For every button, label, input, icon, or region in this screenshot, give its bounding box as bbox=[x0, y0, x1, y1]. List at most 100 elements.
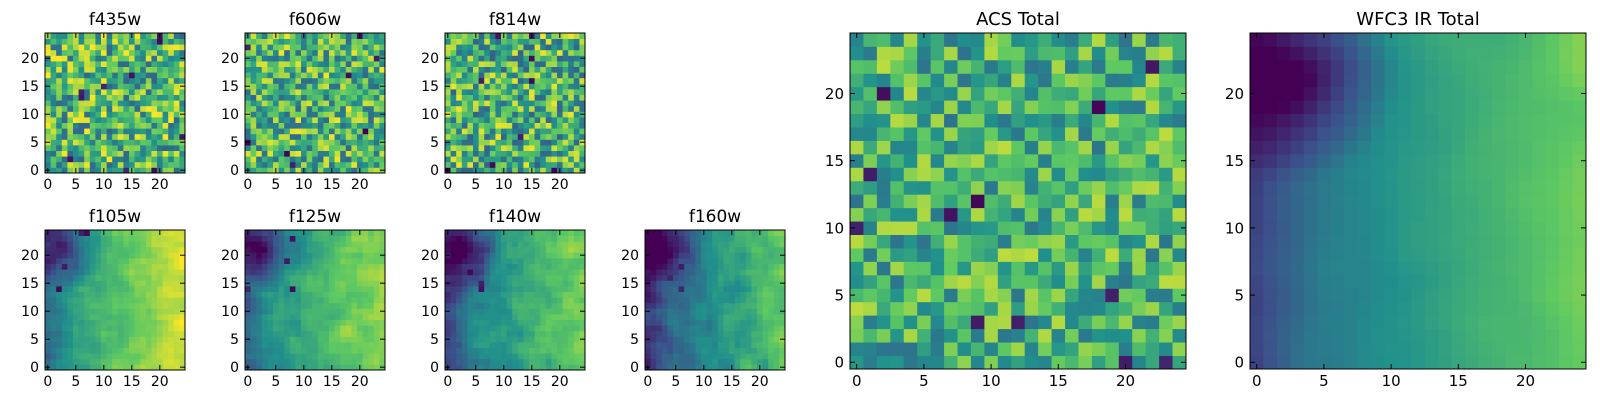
heatmap-cell bbox=[467, 100, 473, 106]
heatmap-cell bbox=[67, 280, 73, 286]
heatmap-cell bbox=[1119, 235, 1133, 249]
heatmap-cell bbox=[507, 156, 513, 162]
heatmap-cell bbox=[168, 264, 174, 270]
heatmap-cell bbox=[312, 78, 318, 84]
heatmap-cell bbox=[557, 331, 563, 337]
heatmap-cell bbox=[273, 72, 279, 78]
heatmap-cell bbox=[944, 248, 958, 262]
heatmap-cell bbox=[284, 303, 290, 309]
heatmap-cell bbox=[262, 117, 268, 123]
heatmap-cell bbox=[479, 241, 485, 247]
heatmap-cell bbox=[540, 89, 546, 95]
heatmap-cell bbox=[329, 280, 335, 286]
heatmap-cell bbox=[73, 325, 79, 331]
heatmap-cell bbox=[267, 67, 273, 73]
heatmap-cell bbox=[262, 297, 268, 303]
heatmap-cell bbox=[318, 67, 324, 73]
heatmap-cell bbox=[273, 353, 279, 359]
heatmap-cell bbox=[335, 280, 341, 286]
heatmap-cell bbox=[984, 261, 998, 275]
heatmap-cell bbox=[877, 194, 891, 208]
heatmap-cell bbox=[774, 230, 780, 236]
heatmap-cell bbox=[318, 83, 324, 89]
heatmap-cell bbox=[651, 264, 657, 270]
heatmap-cell bbox=[123, 55, 129, 61]
heatmap-cell bbox=[56, 33, 62, 39]
heatmap-cell bbox=[251, 264, 257, 270]
heatmap-cell bbox=[112, 89, 118, 95]
heatmap-cell bbox=[512, 128, 518, 134]
heatmap-cell bbox=[323, 33, 329, 39]
heatmap-cell bbox=[1092, 315, 1106, 329]
heatmap-cell bbox=[507, 78, 513, 84]
heatmap-cell bbox=[45, 44, 51, 50]
heatmap-cell bbox=[101, 61, 107, 67]
heatmap-cell bbox=[662, 269, 668, 275]
heatmap-cell bbox=[501, 117, 507, 123]
heatmap-cell bbox=[318, 100, 324, 106]
heatmap-cell bbox=[563, 303, 569, 309]
heatmap-cell bbox=[67, 286, 73, 292]
heatmap-cell bbox=[546, 117, 552, 123]
heatmap-cell bbox=[462, 89, 468, 95]
heatmap-cell bbox=[357, 134, 363, 140]
heatmap-cell bbox=[656, 336, 662, 342]
heatmap-cell bbox=[535, 50, 541, 56]
heatmap-cell bbox=[357, 359, 363, 365]
heatmap-cell bbox=[540, 320, 546, 326]
heatmap-cell bbox=[129, 258, 135, 264]
heatmap-cell bbox=[971, 221, 985, 235]
heatmap-cell bbox=[151, 95, 157, 101]
heatmap-cell bbox=[1065, 221, 1079, 235]
heatmap-cell bbox=[917, 275, 931, 289]
heatmap-cell bbox=[679, 286, 685, 292]
heatmap-cell bbox=[723, 314, 729, 320]
heatmap-cell bbox=[279, 275, 285, 281]
heatmap-cell bbox=[490, 336, 496, 342]
heatmap-cell bbox=[473, 156, 479, 162]
heatmap-cell bbox=[112, 325, 118, 331]
heatmap-cell bbox=[329, 275, 335, 281]
heatmap-cell bbox=[135, 50, 141, 56]
heatmap-cell bbox=[107, 50, 113, 56]
heatmap-cell bbox=[146, 258, 152, 264]
heatmap-cell bbox=[1011, 275, 1025, 289]
heatmap-cell bbox=[490, 359, 496, 365]
heatmap-cell bbox=[129, 241, 135, 247]
heatmap-cell bbox=[273, 123, 279, 129]
heatmap-cell bbox=[507, 292, 513, 298]
heatmap-cell bbox=[140, 100, 146, 106]
heatmap-cell bbox=[723, 325, 729, 331]
heatmap-cell bbox=[279, 325, 285, 331]
heatmap-cell bbox=[135, 230, 141, 236]
heatmap-cell bbox=[673, 280, 679, 286]
heatmap-cell bbox=[351, 247, 357, 253]
heatmap-cell bbox=[735, 236, 741, 242]
heatmap-cell bbox=[890, 261, 904, 275]
heatmap-cell bbox=[307, 303, 313, 309]
heatmap-cell bbox=[279, 39, 285, 45]
heatmap-cell bbox=[374, 336, 380, 342]
heatmap-cell bbox=[863, 342, 877, 356]
heatmap-cell bbox=[146, 353, 152, 359]
heatmap-cell bbox=[45, 241, 51, 247]
heatmap-cell bbox=[718, 275, 724, 281]
heatmap-cell bbox=[958, 208, 972, 222]
heatmap-cell bbox=[735, 275, 741, 281]
heatmap-cell bbox=[357, 325, 363, 331]
heatmap-cell bbox=[107, 156, 113, 162]
heatmap-cell bbox=[45, 325, 51, 331]
heatmap-cell bbox=[168, 325, 174, 331]
heatmap-cell bbox=[774, 336, 780, 342]
heatmap-cell bbox=[118, 308, 124, 314]
heatmap-cell bbox=[462, 72, 468, 78]
heatmap-cell bbox=[563, 269, 569, 275]
heatmap-cell bbox=[673, 314, 679, 320]
heatmap-cell bbox=[284, 50, 290, 56]
heatmap-cell bbox=[118, 275, 124, 281]
heatmap-cell bbox=[540, 44, 546, 50]
heatmap-cell bbox=[1105, 167, 1119, 181]
heatmap-cell bbox=[507, 247, 513, 253]
